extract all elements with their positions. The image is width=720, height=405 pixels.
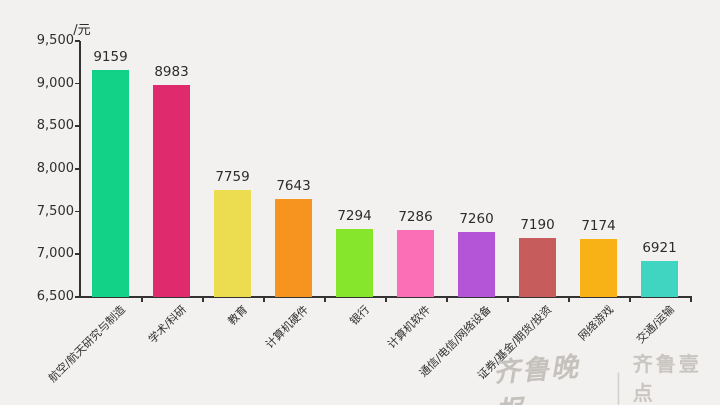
y-tick-mark [75, 168, 80, 170]
y-tick-mark [75, 82, 80, 85]
bar [92, 70, 129, 297]
x-tick-label: 交通/运输 [633, 303, 677, 346]
x-tick-mark [507, 297, 509, 302]
bar [641, 261, 678, 297]
y-tick-label: 8,500 [36, 118, 74, 134]
x-tick-mark [141, 297, 143, 302]
x-tick-mark [202, 297, 204, 302]
bar-value-label: 7759 [215, 168, 250, 185]
x-tick-label: 教育 [224, 303, 250, 328]
y-tick-label: 6,500 [36, 289, 74, 304]
x-tick-label: 网络游戏 [575, 303, 616, 344]
bar-value-label: 7260 [459, 211, 494, 228]
bar-value-label: 7294 [337, 208, 372, 225]
x-tick-mark [263, 297, 265, 302]
bar [153, 85, 190, 297]
y-tick-mark [75, 296, 80, 298]
x-tick-label: 学术/科研 [145, 303, 189, 346]
bar [336, 229, 373, 297]
watermark-newspaper-name: 齐鲁晚报 [491, 351, 581, 405]
x-tick-mark [568, 297, 570, 302]
bar [275, 199, 312, 297]
bar-value-label: 7643 [276, 178, 311, 195]
bar [458, 232, 495, 297]
x-tick-label: 计算机硬件 [262, 303, 311, 352]
y-tick-mark [75, 210, 80, 213]
x-tick-label: 计算机软件 [384, 303, 433, 352]
bar-value-label: 8983 [154, 64, 189, 81]
bar-value-label: 7174 [581, 218, 616, 235]
y-tick-mark [75, 253, 80, 255]
watermark-brand-block: 齐鲁壹点 找记者·上壹点 [633, 348, 720, 405]
x-tick-mark [629, 297, 631, 302]
bar-value-label: 9159 [93, 49, 128, 66]
x-tick-mark [690, 297, 692, 302]
bar-value-label: 6921 [642, 240, 677, 257]
y-tick-mark [75, 40, 80, 42]
y-axis-unit-label: /元 [73, 23, 91, 38]
watermark-brand: 齐鲁壹点 [632, 351, 702, 405]
x-tick-mark [446, 297, 448, 302]
watermark-divider: | [612, 367, 624, 405]
y-tick-label: 9,500 [36, 33, 74, 48]
x-tick-mark [324, 297, 326, 302]
bar [519, 238, 556, 297]
x-tick-label: 银行 [346, 303, 372, 328]
y-tick-mark [75, 125, 80, 127]
y-tick-label: 7,500 [36, 203, 74, 219]
bar [580, 239, 617, 297]
bar-value-label: 7286 [398, 208, 433, 225]
y-tick-label: 9,000 [36, 75, 74, 91]
bar [214, 189, 251, 297]
watermark: 齐鲁晚报 | 齐鲁壹点 找记者·上壹点 [492, 347, 720, 405]
y-tick-label: 8,000 [36, 161, 74, 176]
bar-value-label: 7190 [520, 217, 555, 234]
y-tick-label: 7,000 [36, 246, 74, 262]
x-tick-mark [385, 297, 387, 302]
x-tick-label: 航空/航天研究与制造 [45, 303, 128, 385]
bar [397, 229, 434, 297]
